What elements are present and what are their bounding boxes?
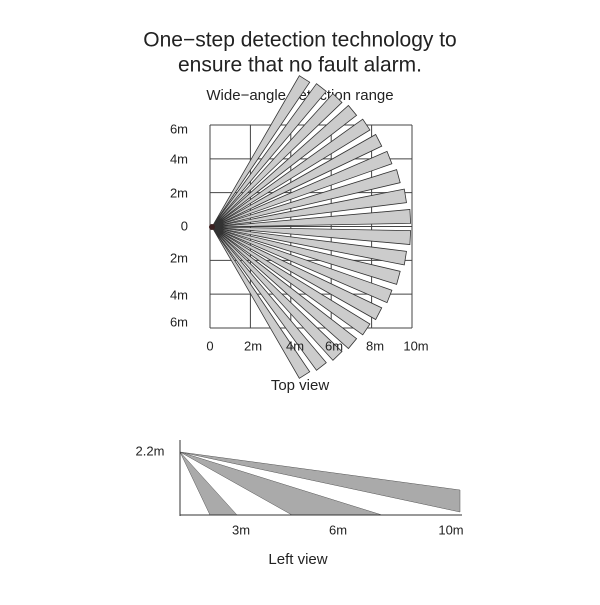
top-fan [209, 75, 412, 379]
x-label: 4m [286, 338, 304, 353]
sensor [209, 224, 215, 230]
beam [211, 75, 311, 228]
beam [211, 226, 311, 379]
beam [211, 226, 407, 266]
beam [211, 226, 371, 336]
beam [211, 118, 371, 228]
title-line: One−step detection technology to [143, 29, 456, 52]
beam [211, 188, 407, 228]
y-label: 6m [170, 121, 188, 136]
x-label: 8m [366, 338, 384, 353]
beam [211, 93, 343, 228]
beam [211, 104, 358, 228]
caption: Left view [268, 551, 327, 568]
beam [211, 169, 401, 228]
beam [211, 83, 327, 228]
x-label: 6m [329, 522, 347, 537]
x-label: 3m [232, 522, 250, 537]
caption: Top view [271, 377, 330, 394]
x-label: 0 [206, 338, 213, 353]
beam [211, 226, 358, 350]
x-label: 2m [244, 338, 262, 353]
beam [179, 451, 461, 513]
y-label: 4m [170, 287, 188, 302]
beam [211, 133, 383, 228]
beam [211, 226, 401, 285]
beam [211, 226, 393, 304]
title-line: ensure that no fault alarm. [178, 54, 422, 77]
side-beams [179, 451, 461, 516]
beam [211, 226, 327, 371]
y-label: 2m [170, 185, 188, 200]
beam [211, 226, 383, 321]
x-label: 10m [438, 522, 463, 537]
beam [211, 209, 412, 228]
x-label: 6m [325, 338, 343, 353]
beam [211, 226, 412, 245]
y-label: 0 [181, 218, 188, 233]
y-label: 4m [170, 151, 188, 166]
beam [211, 150, 393, 228]
y-label: 6m [170, 314, 188, 329]
height-label: 2.2m [136, 443, 165, 458]
beam [211, 226, 343, 361]
x-label: 10m [403, 338, 428, 353]
y-label: 2m [170, 250, 188, 265]
